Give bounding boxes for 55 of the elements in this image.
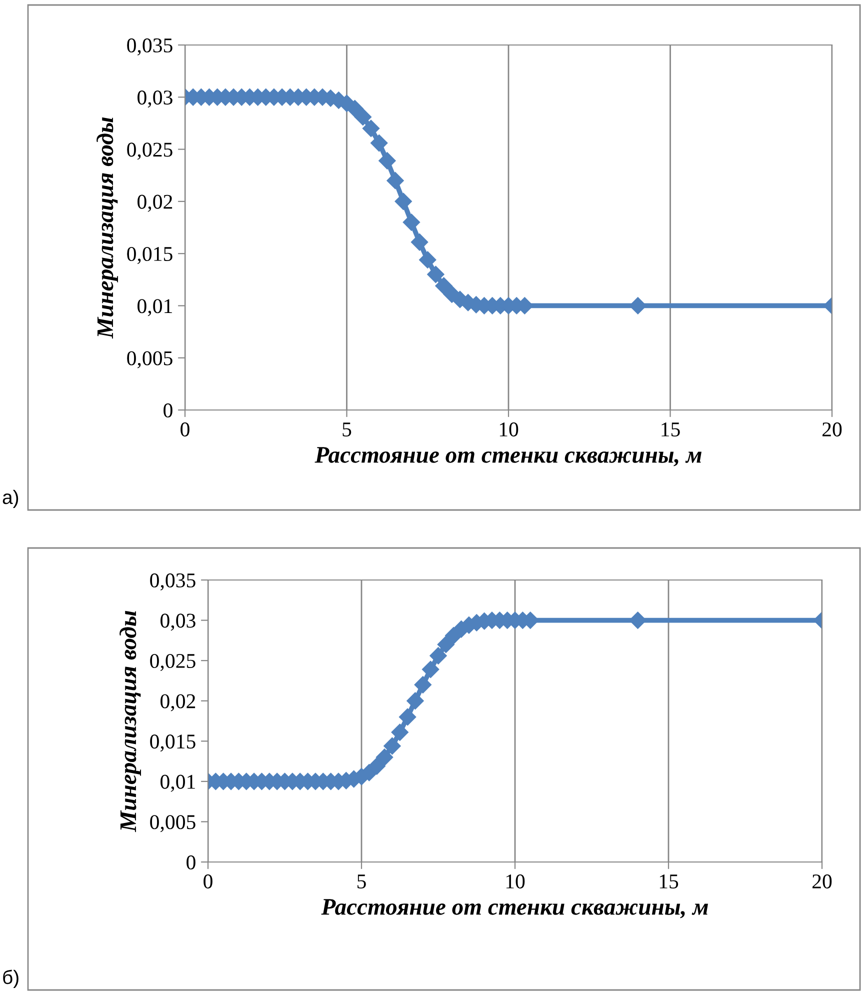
y-tick-label: 0,025 xyxy=(127,142,172,160)
y-tick-label: 0,03 xyxy=(138,90,172,108)
text: а) xyxy=(2,490,18,508)
x-tick-label: 20 xyxy=(812,874,832,888)
y-tick-label: 0,005 xyxy=(150,815,196,832)
point xyxy=(354,108,372,126)
point xyxy=(362,120,380,137)
point xyxy=(414,676,432,694)
x-axis-title: Расстояние от стенки скважины, м xyxy=(321,899,708,918)
y-tick-label: 0,02 xyxy=(160,694,196,712)
x-tick-label: 5 xyxy=(342,422,352,436)
y-axis-title: Минерализация воды xyxy=(120,610,141,832)
point xyxy=(391,724,408,741)
x-tick-label: 10 xyxy=(506,874,525,888)
point xyxy=(370,134,388,152)
point xyxy=(376,748,394,766)
point xyxy=(437,636,454,654)
y-tick-label: 0,02 xyxy=(138,194,172,212)
x-tick-label: 5 xyxy=(358,874,366,888)
y-tick-label: 0,035 xyxy=(150,573,196,590)
point xyxy=(368,758,386,775)
point xyxy=(386,172,404,190)
y-tick-label: 0 xyxy=(164,403,172,418)
point xyxy=(399,708,416,726)
y-axis-title: Минерализация воды xyxy=(96,117,118,339)
point xyxy=(402,214,420,231)
point xyxy=(427,266,444,283)
x-tick-label: 0 xyxy=(204,874,212,888)
point xyxy=(435,277,452,294)
point xyxy=(406,692,424,710)
y-tick-label: 0,035 xyxy=(127,38,172,56)
x-tick-label: 15 xyxy=(660,874,678,888)
point xyxy=(394,192,412,210)
point xyxy=(410,234,428,251)
y-tick-label: 0,01 xyxy=(138,299,172,316)
x-tick-label: 10 xyxy=(500,422,518,436)
y-tick-label: 0,015 xyxy=(127,246,172,264)
point xyxy=(419,251,436,268)
point xyxy=(384,737,401,755)
x-tick-label: 20 xyxy=(822,422,842,436)
y-tick-label: 0,01 xyxy=(160,774,195,792)
x-axis-title: Расстояние от стенки скважины, м xyxy=(314,447,702,466)
text: б) xyxy=(3,970,18,988)
y-tick-label: 0,005 xyxy=(127,351,172,368)
point xyxy=(378,152,396,170)
y-tick-label: 0,025 xyxy=(150,654,196,672)
point xyxy=(430,647,447,664)
point xyxy=(629,297,646,314)
y-tick-label: 0 xyxy=(186,855,196,870)
x-tick-label: 15 xyxy=(662,422,680,436)
y-tick-label: 0,03 xyxy=(160,614,196,631)
point xyxy=(422,660,440,678)
point xyxy=(346,100,364,118)
y-tick-label: 0,015 xyxy=(150,734,196,752)
point xyxy=(629,612,646,629)
